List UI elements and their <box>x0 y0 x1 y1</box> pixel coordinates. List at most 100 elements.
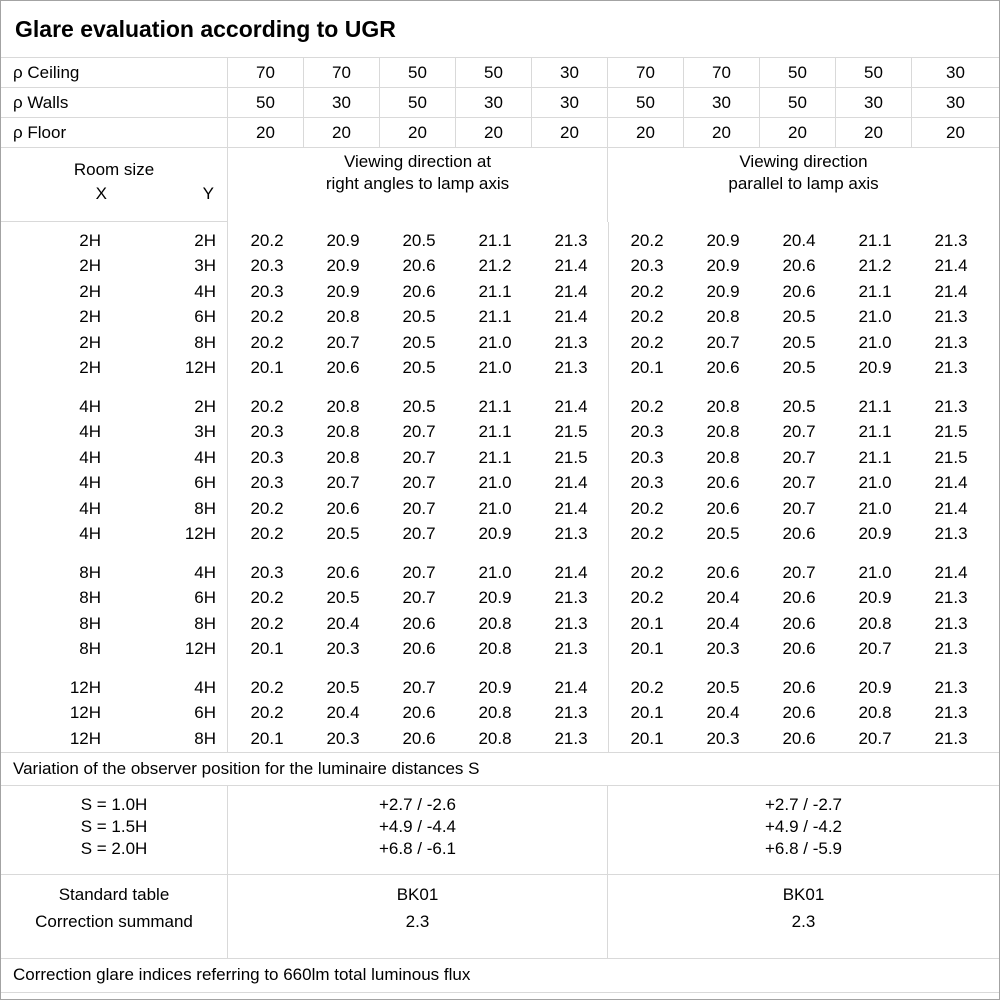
ugr-value-right-angles: 21.3 <box>554 230 588 250</box>
table-row: 12H 6H 20.2 20.4 20.6 20.8 21.3 20.1 20.4 20.6 20.… <box>1 701 999 727</box>
ugr-value-parallel: 21.3 <box>934 703 968 723</box>
ugr-value-parallel: 20.8 <box>858 703 892 723</box>
ugr-value-parallel: 20.8 <box>706 396 740 416</box>
ugr-value-right-angles: 20.6 <box>402 281 436 301</box>
room-size-y: 12H <box>184 358 216 378</box>
reflectance-value: 20 <box>456 118 532 147</box>
parallel-group-header: Viewing direction parallel to lamp axis <box>608 148 999 222</box>
ugr-value-parallel: 20.5 <box>706 677 740 697</box>
ugr-value-parallel: 20.4 <box>782 230 816 250</box>
summary-labels: Standard table Correction summand <box>1 875 228 958</box>
ugr-value-parallel: 20.4 <box>706 613 740 633</box>
column-header-row: Room size X Y Viewing direction at right… <box>1 148 999 222</box>
room-size-x: 12H <box>69 728 101 748</box>
ugr-value-parallel: 20.6 <box>706 498 740 518</box>
ugr-value-parallel: 21.1 <box>858 281 892 301</box>
ugr-value-parallel: 20.5 <box>782 332 816 352</box>
room-size-y: 4H <box>194 281 216 301</box>
ugr-value-parallel: 20.1 <box>630 703 664 723</box>
table-row: 12H 8H 20.1 20.3 20.6 20.8 21.3 20.1 20.3 20.6 20.… <box>1 726 999 752</box>
ugr-value-parallel: 20.3 <box>630 256 664 276</box>
ugr-value-right-angles: 20.1 <box>250 639 284 659</box>
table-row: 2H 12H 20.1 20.6 20.5 21.0 21.3 20.1 20.6 20.5 20.… <box>1 356 999 382</box>
room-size-y: 6H <box>194 473 216 493</box>
ugr-value-parallel: 20.4 <box>706 703 740 723</box>
summary-parallel: BK01 2.3 <box>608 875 999 958</box>
ugr-value-right-angles: 21.3 <box>554 358 588 378</box>
ugr-value-right-angles: 21.4 <box>554 677 588 697</box>
ugr-value-right-angles: 21.3 <box>554 639 588 659</box>
ugr-value-parallel: 20.6 <box>782 639 816 659</box>
ugr-value-parallel: 20.6 <box>706 358 740 378</box>
ugr-value-parallel: 20.9 <box>858 524 892 544</box>
ugr-value-right-angles: 20.3 <box>326 728 360 748</box>
row-block: 4H 2H 20.2 20.8 20.5 21.1 21.4 20.2 20.8 20.5 21.1… <box>1 394 999 547</box>
ugr-value-right-angles: 21.4 <box>554 396 588 416</box>
ugr-value-parallel: 20.9 <box>706 256 740 276</box>
reflectance-value: 50 <box>456 58 532 87</box>
reflectance-value: 30 <box>532 58 608 87</box>
s-value: +2.7 / -2.6 <box>378 795 457 814</box>
s-values-parallel: +2.7 / -2.7 +4.9 / -4.2 +6.8 / -5.9 <box>608 786 999 874</box>
reflectance-value: 50 <box>380 58 456 87</box>
title-row: Glare evaluation according to UGR <box>1 1 999 58</box>
room-size-y: 8H <box>194 613 216 633</box>
ugr-value-parallel: 21.0 <box>858 562 892 582</box>
ugr-value-right-angles: 20.3 <box>250 281 284 301</box>
ugr-value-parallel: 21.1 <box>858 447 892 467</box>
row-block: 2H 2H 20.2 20.9 20.5 21.1 21.3 20.2 20.9 20.4 21.1… <box>1 228 999 381</box>
ugr-value-right-angles: 20.3 <box>250 422 284 442</box>
parallel-line1: Viewing direction <box>739 152 868 171</box>
x-axis-label: X <box>95 184 107 203</box>
ugr-value-parallel: 20.2 <box>630 562 664 582</box>
room-size-x: 2H <box>79 281 101 301</box>
reflectance-value: 30 <box>456 88 532 117</box>
ugr-value-right-angles: 20.7 <box>402 588 436 608</box>
ugr-value-parallel: 21.3 <box>934 524 968 544</box>
ugr-value-right-angles: 20.7 <box>402 524 436 544</box>
ugr-value-parallel: 20.6 <box>782 588 816 608</box>
room-size-y: 12H <box>184 524 216 544</box>
ugr-value-parallel: 20.2 <box>630 230 664 250</box>
s-label: S = 1.5H <box>80 817 148 836</box>
ugr-value-parallel: 20.2 <box>630 396 664 416</box>
table-row: 2H 2H 20.2 20.9 20.5 21.1 21.3 20.2 20.9 20.4 21.1… <box>1 228 999 254</box>
ugr-value-right-angles: 21.1 <box>478 281 512 301</box>
ugr-value-parallel: 20.2 <box>630 307 664 327</box>
table-row: 8H 6H 20.2 20.5 20.7 20.9 21.3 20.2 20.4 20.6 20.9… <box>1 586 999 612</box>
ugr-value-parallel: 20.2 <box>630 498 664 518</box>
ugr-value-parallel: 21.3 <box>934 230 968 250</box>
reflectance-values: 70 70 50 50 30 70 70 50 50 30 <box>228 58 999 87</box>
reflectance-value: 30 <box>946 63 965 82</box>
room-size-y: 12H <box>184 639 216 659</box>
reflectance-value: 20 <box>760 118 836 147</box>
ugr-value-right-angles: 21.4 <box>554 256 588 276</box>
variation-note: Variation of the observer position for t… <box>1 752 999 786</box>
ugr-value-right-angles: 20.8 <box>326 307 360 327</box>
correction-summand-value: 2.3 <box>791 912 816 931</box>
ugr-value-parallel: 21.3 <box>934 358 968 378</box>
ugr-value-parallel: 21.5 <box>934 422 968 442</box>
ugr-value-right-angles: 20.7 <box>326 473 360 493</box>
rho-floor-row: ρ Floor 20 20 20 20 20 20 20 20 20 20 <box>1 118 999 148</box>
ugr-value-right-angles: 20.7 <box>402 677 436 697</box>
table-row: 4H 8H 20.2 20.6 20.7 21.0 21.4 20.2 20.6 20.7 21.0… <box>1 496 999 522</box>
ugr-value-parallel: 20.9 <box>706 230 740 250</box>
room-size-y: 6H <box>194 703 216 723</box>
room-size-x: 4H <box>79 422 101 442</box>
reflectance-value: 30 <box>532 88 608 117</box>
ugr-value-parallel: 20.9 <box>858 588 892 608</box>
ugr-value-right-angles: 21.3 <box>554 613 588 633</box>
ugr-value-right-angles: 21.3 <box>554 332 588 352</box>
room-size-x: 2H <box>79 230 101 250</box>
ugr-value-right-angles: 20.8 <box>478 613 512 633</box>
room-size-y: 6H <box>194 588 216 608</box>
s-value: +6.8 / -5.9 <box>764 839 843 858</box>
ugr-value-parallel: 21.0 <box>858 307 892 327</box>
reflectance-value: 20 <box>380 118 456 147</box>
ugr-value-right-angles: 20.8 <box>478 639 512 659</box>
row-block: 12H 4H 20.2 20.5 20.7 20.9 21.4 20.2 20.5 20.6 20.… <box>1 675 999 752</box>
room-size-x: 12H <box>69 703 101 723</box>
ugr-value-right-angles: 20.6 <box>326 358 360 378</box>
